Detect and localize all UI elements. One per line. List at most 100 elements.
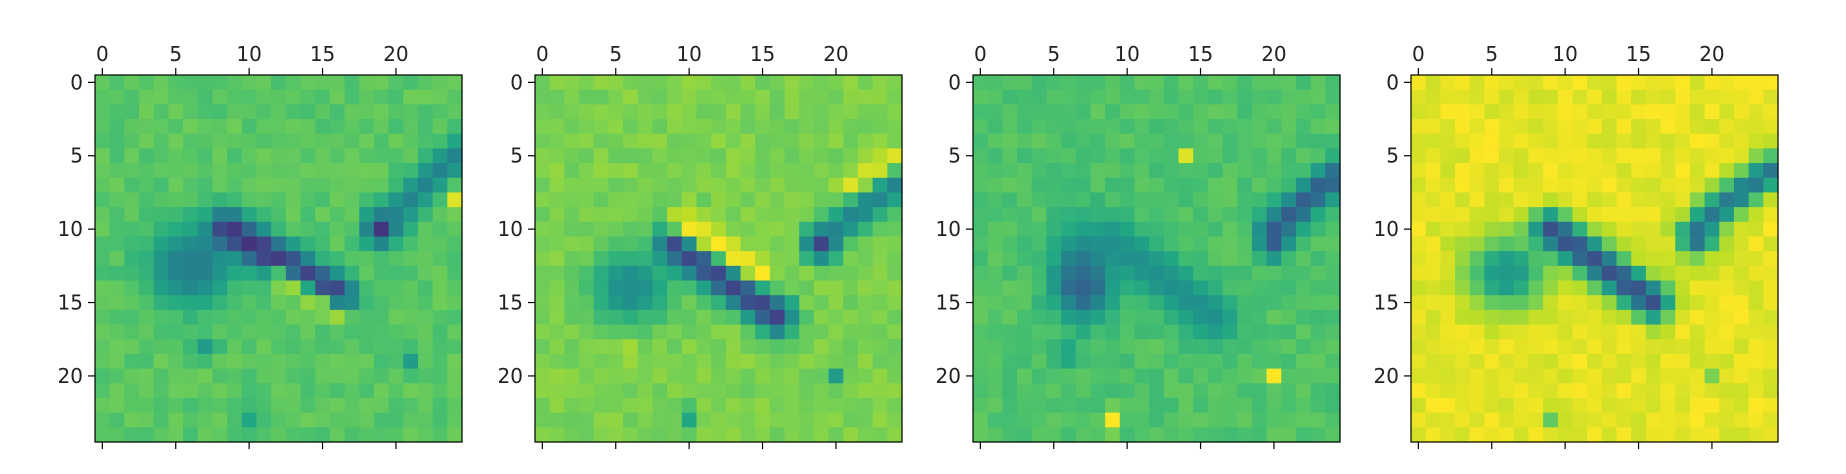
heatmap-cell (1543, 265, 1559, 282)
heatmap-cell (1733, 295, 1750, 311)
heatmap-cell (1193, 368, 1209, 384)
heatmap-cell (1675, 221, 1691, 238)
heatmap-cell (417, 104, 434, 120)
heatmap-cell (769, 324, 786, 340)
heatmap-cell (1310, 397, 1326, 414)
heatmap-cell (1748, 295, 1764, 311)
heatmap-cell (1207, 251, 1224, 267)
heatmap-cell (1325, 412, 1341, 428)
heatmap-cell (417, 177, 434, 194)
heatmap-cell (168, 412, 184, 428)
heatmap-cell (1134, 236, 1150, 252)
heatmap-cell (432, 339, 448, 355)
heatmap-cell (1469, 89, 1485, 105)
heatmap-cell (1528, 397, 1544, 414)
heatmap-cell (1543, 295, 1559, 311)
heatmap-cell (95, 324, 111, 340)
heatmap-cell (987, 324, 1003, 340)
heatmap-cell (667, 309, 683, 326)
heatmap-cell (1513, 265, 1530, 282)
heatmap-cell (1075, 383, 1092, 399)
heatmap-cell (1017, 383, 1033, 399)
heatmap-cell (1689, 309, 1706, 326)
heatmap-cell (564, 221, 580, 238)
heatmap-cell (1748, 251, 1764, 267)
heatmap-cell (285, 75, 302, 91)
heatmap-cell (241, 309, 258, 326)
heatmap-cell (1237, 339, 1253, 355)
heatmap-cell (1631, 339, 1647, 355)
heatmap-cell (637, 339, 654, 355)
heatmap-cell (1572, 133, 1588, 149)
heatmap-cell (608, 353, 624, 370)
heatmap-cell (1425, 89, 1441, 105)
heatmap-cell (973, 104, 989, 120)
heatmap-cell (447, 368, 463, 384)
heatmap-cell (300, 280, 316, 296)
heatmap-cell (843, 353, 859, 370)
heatmap-cell (212, 75, 228, 91)
heatmap-cell (197, 163, 214, 179)
heatmap-cell (256, 368, 272, 384)
heatmap-cell (1105, 119, 1121, 135)
heatmap-cell (1237, 427, 1253, 443)
heatmap-cell (1763, 412, 1779, 428)
heatmap-cell (403, 236, 419, 252)
heatmap-cell (1295, 148, 1312, 164)
heatmap-cell (1689, 133, 1706, 149)
heatmap-cell (227, 280, 243, 296)
heatmap-cell (315, 75, 331, 91)
heatmap-cell (1237, 221, 1253, 238)
heatmap-cell (1440, 89, 1456, 105)
heatmap-cell (1411, 397, 1427, 414)
heatmap-cell (432, 177, 448, 194)
x-tick-label: 20 (823, 42, 848, 66)
heatmap-cell (667, 104, 683, 120)
heatmap-cell (227, 192, 243, 208)
heatmap-cell (1469, 192, 1485, 208)
heatmap-cell (623, 324, 639, 340)
heatmap-cell (696, 412, 712, 428)
heatmap-cell (227, 265, 243, 282)
heatmap-cell (1543, 89, 1559, 105)
heatmap-cell (1631, 295, 1647, 311)
heatmap-cell (1295, 133, 1312, 149)
heatmap-cell (872, 412, 888, 428)
heatmap-cell (1207, 236, 1224, 252)
heatmap-cell (1528, 368, 1544, 384)
heatmap-cell (417, 353, 434, 370)
heatmap-cell (987, 427, 1003, 443)
heatmap-cell (1061, 368, 1077, 384)
y-tick-label: 0 (510, 70, 523, 94)
x-tick-label: 15 (1626, 42, 1651, 66)
heatmap-cell (1733, 89, 1750, 105)
heatmap-cell (887, 280, 903, 296)
heatmap-cell (1163, 397, 1180, 414)
heatmap-cell (1061, 265, 1077, 282)
heatmap-cell (1105, 221, 1121, 238)
y-tick-label: 0 (70, 70, 83, 94)
heatmap-cell (1031, 324, 1047, 340)
heatmap-cell (579, 397, 595, 414)
heatmap-cell (1222, 353, 1238, 370)
heatmap-cell (1660, 280, 1676, 296)
heatmap-cell (1528, 309, 1544, 326)
heatmap-cell (1281, 104, 1297, 120)
heatmap-cell (755, 353, 771, 370)
heatmap-cell (109, 295, 125, 311)
heatmap-cell (593, 236, 609, 252)
heatmap-cell (1061, 236, 1077, 252)
heatmap-cell (417, 236, 434, 252)
heatmap-cell (1557, 427, 1574, 443)
heatmap-cell (652, 295, 668, 311)
heatmap-cell (1251, 309, 1268, 326)
heatmap-cell (1499, 280, 1515, 296)
heatmap-cell (784, 163, 800, 179)
heatmap-cell (711, 207, 727, 223)
heatmap-cell (403, 251, 419, 267)
heatmap-cell (227, 133, 243, 149)
heatmap-cell (1163, 412, 1180, 428)
heatmap-cell (1251, 353, 1268, 370)
heatmap-cell (153, 89, 169, 105)
heatmap-cell (813, 412, 830, 428)
